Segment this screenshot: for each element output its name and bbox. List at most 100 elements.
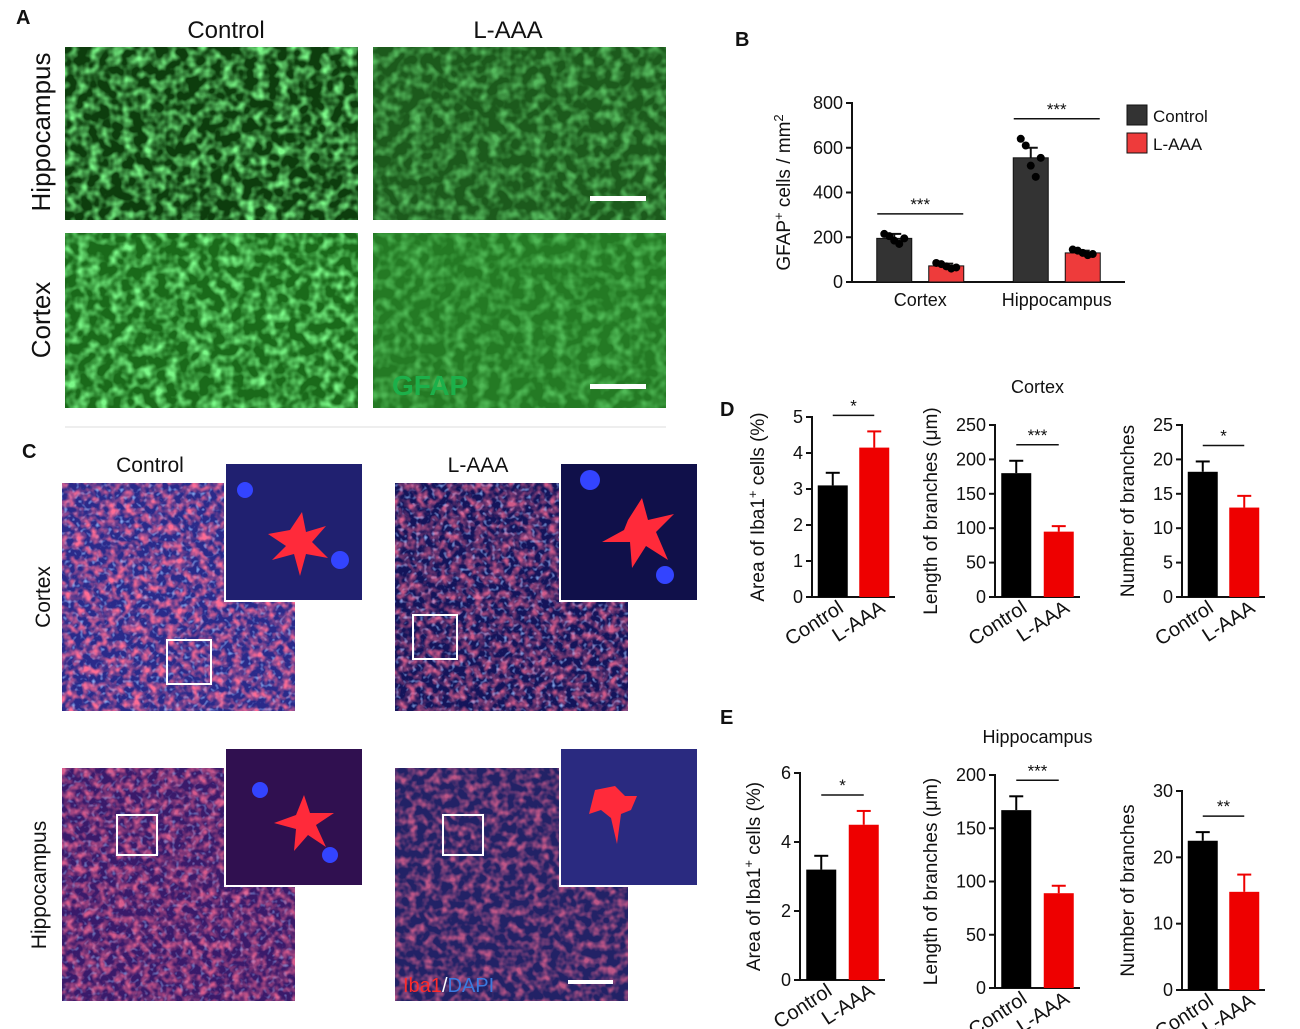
y-tick-label: 600 <box>813 138 843 158</box>
gfap-images <box>65 47 666 408</box>
legend-swatch <box>1126 104 1148 126</box>
y-tick-label: 800 <box>813 93 843 113</box>
stain-label: GFAP <box>392 370 468 401</box>
bar <box>848 824 879 980</box>
y-axis-label-part: Area of Iba1 <box>748 498 769 602</box>
bar <box>1043 531 1074 597</box>
panel-letter: E <box>720 707 733 729</box>
y-tick-label: 250 <box>956 415 986 435</box>
panel-letter: C <box>22 441 36 463</box>
bar <box>1012 157 1049 283</box>
y-tick-label: 20 <box>1153 449 1173 469</box>
legend-label: L-AAA <box>1153 135 1203 154</box>
y-tick-label: 4 <box>793 443 803 463</box>
chart-title: Cortex <box>1011 377 1064 397</box>
legend-label: Control <box>1153 107 1208 126</box>
x-tick-label: Hippocampus <box>1002 290 1112 310</box>
y-tick-label: 0 <box>976 978 986 998</box>
y-tick-label: 10 <box>1153 914 1173 934</box>
y-tick-label: 150 <box>956 818 986 838</box>
y-axis-label-part: 2 <box>771 114 786 121</box>
x-tick-label: Cortex <box>894 290 947 310</box>
y-tick-label: 50 <box>966 925 986 945</box>
y-tick-label: 5 <box>1163 553 1173 573</box>
y-tick-label: 200 <box>956 765 986 785</box>
y-tick-label: 1 <box>793 551 803 571</box>
bar <box>859 447 890 597</box>
bar <box>1064 252 1101 283</box>
y-tick-label: 6 <box>781 763 791 783</box>
bar <box>1187 840 1218 990</box>
y-axis-label-part: + <box>741 860 756 868</box>
y-tick-label: 0 <box>976 587 986 607</box>
significance-label: *** <box>1028 761 1048 780</box>
significance-label: *** <box>1047 100 1067 119</box>
y-axis-label: Number of branches <box>1118 425 1139 597</box>
data-point <box>1036 153 1045 162</box>
data-point <box>1026 161 1035 170</box>
row-label: Cortex <box>26 282 56 359</box>
y-tick-label: 5 <box>793 407 803 427</box>
stain-label: Iba1/DAPI <box>403 975 494 997</box>
legend-swatch <box>1126 132 1148 154</box>
significance-label: *** <box>1028 426 1048 445</box>
y-axis-label-part: cells (%) <box>748 412 769 490</box>
y-tick-label: 150 <box>956 484 986 504</box>
column-label: Control <box>187 17 264 44</box>
bar <box>817 485 848 597</box>
y-axis-label: Number of branches <box>1118 804 1139 976</box>
panel-letter: D <box>720 399 734 421</box>
panel-letter: B <box>735 29 749 51</box>
data-point <box>1031 172 1040 181</box>
y-axis-label-part: cells / mm <box>774 122 795 213</box>
significance-label: * <box>839 776 846 795</box>
panel-labels: A B C D E <box>16 7 749 729</box>
data-point <box>952 263 961 272</box>
y-axis-label-part: + <box>745 491 760 499</box>
y-tick-label: 0 <box>1163 587 1173 607</box>
y-tick-label: 50 <box>966 553 986 573</box>
bar <box>806 869 837 980</box>
bar <box>1187 471 1218 597</box>
y-axis-label-part: GFAP <box>774 220 795 271</box>
y-axis-label: Length of branches (μm) <box>921 407 942 614</box>
y-tick-label: 0 <box>833 272 843 292</box>
y-tick-label: 400 <box>813 183 843 203</box>
stain-sep: / <box>442 975 448 997</box>
row-label: Cortex <box>32 566 55 628</box>
bar <box>876 237 913 283</box>
chart-title: Hippocampus <box>982 727 1092 747</box>
y-tick-label: 25 <box>1153 415 1173 435</box>
significance-label: *** <box>910 195 930 214</box>
data-point <box>1088 250 1097 259</box>
y-tick-label: 100 <box>956 872 986 892</box>
row-label: Hippocampus <box>26 53 56 212</box>
y-tick-label: 200 <box>813 227 843 247</box>
y-tick-label: 100 <box>956 518 986 538</box>
bar <box>1001 473 1032 597</box>
bar <box>1001 810 1032 988</box>
y-axis-label-part: + <box>771 212 786 220</box>
y-tick-label: 0 <box>1163 980 1173 1000</box>
significance-label: * <box>1220 426 1227 445</box>
iba1-images <box>62 462 699 1001</box>
bar <box>1043 893 1074 988</box>
y-tick-label: 2 <box>793 515 803 535</box>
row-label: Hippocampus <box>28 821 51 949</box>
y-tick-label: 2 <box>781 901 791 921</box>
stain-dapi: DAPI <box>448 975 495 997</box>
y-tick-label: 10 <box>1153 518 1173 538</box>
y-axis-label: Length of branches (μm) <box>921 778 942 985</box>
stain-iba1: Iba1 <box>403 975 442 997</box>
significance-label: * <box>850 396 857 415</box>
significance-label: ** <box>1217 797 1231 816</box>
y-tick-label: 0 <box>793 587 803 607</box>
data-point <box>1016 134 1025 143</box>
y-tick-label: 3 <box>793 479 803 499</box>
bar <box>1229 507 1260 597</box>
y-axis-label: Area of Iba1+ cells (%) <box>745 412 770 601</box>
y-axis-label-part: cells (%) <box>744 782 765 860</box>
data-point <box>895 239 904 248</box>
y-tick-label: 15 <box>1153 484 1173 504</box>
